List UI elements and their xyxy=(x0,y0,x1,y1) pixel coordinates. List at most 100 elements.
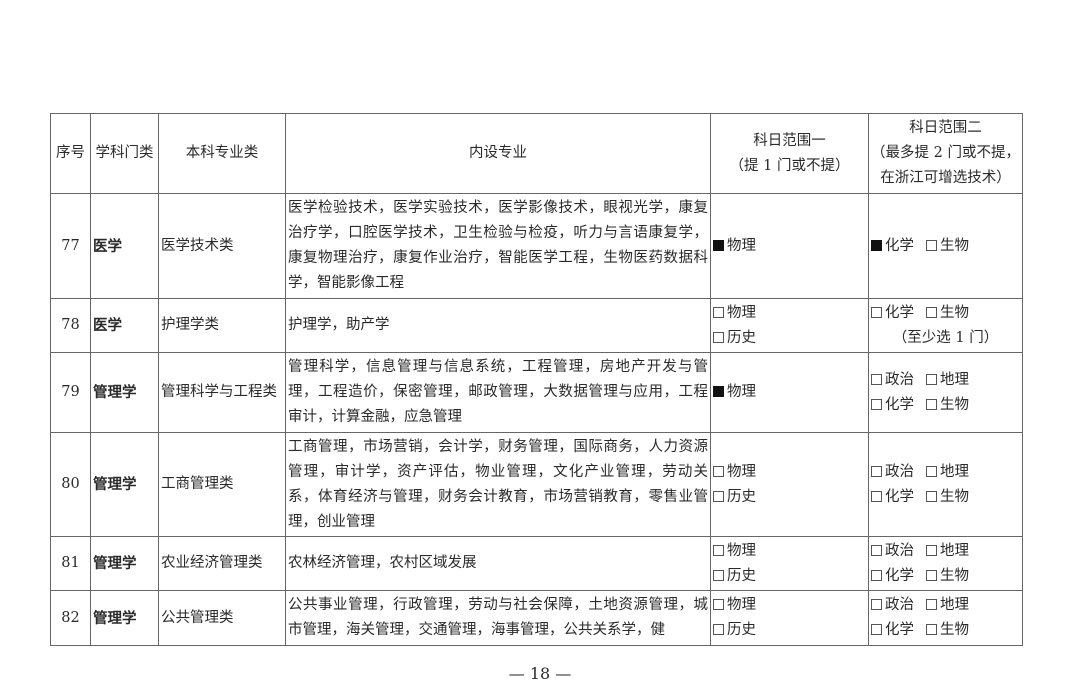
subject-option: 地理 xyxy=(926,543,969,559)
subject-option: 政治 xyxy=(871,543,914,559)
discipline: 管理学 xyxy=(90,352,159,433)
header-range2: 科日范围二 （最多提 2 门或不提， 在浙江可增选技术） xyxy=(868,113,1023,194)
subject-label: 历史 xyxy=(727,329,756,346)
page-number: — 18 — xyxy=(508,664,572,683)
major-category: 管理科学与工程类 xyxy=(158,352,286,433)
subject-option: 化学 xyxy=(871,568,914,584)
unchecked-box-icon xyxy=(871,490,882,502)
subject-label: 历史 xyxy=(727,567,756,584)
unchecked-box-icon xyxy=(926,569,937,581)
subject-option: 生物 xyxy=(926,397,969,413)
row-number: 81 xyxy=(50,536,91,591)
discipline: 医学 xyxy=(90,298,159,353)
unchecked-box-icon xyxy=(926,373,937,385)
header-majors: 内设专业 xyxy=(285,113,711,194)
majors-list: 管理科学，信息管理与信息系统，工程管理，房地产开发与管理，工程造价，保密管理，邮… xyxy=(285,352,711,433)
table-row: 77 医学 医学技术类 医学检验技术，医学实验技术，医学影像技术，眼视光学，康复治疗学… xyxy=(50,193,1023,299)
subject-label: 化学 xyxy=(885,567,914,584)
subject-range1: 物理 历史 xyxy=(710,432,869,537)
subject-range1: 物理 xyxy=(710,193,869,299)
checkbox-line: 政治 地理 xyxy=(871,593,1020,618)
checkbox-line: 化学 生物 xyxy=(871,393,1020,418)
header-range1: 科日范围一 （提 1 门或不提） xyxy=(710,113,869,194)
table-row: 80 管理学 工商管理类 工商管理，市场营销，会计学，财务管理，国际商务，人力资源管理… xyxy=(50,432,1023,537)
majors-list: 医学检验技术，医学实验技术，医学影像技术，眼视光学，康复治疗学，口腔医学技术，卫… xyxy=(285,193,711,299)
discipline: 管理学 xyxy=(90,432,159,537)
header-range1-title: 科日范围一 xyxy=(753,132,826,149)
subject-option: 化学 xyxy=(871,238,914,254)
subject-label: 物理 xyxy=(727,304,756,321)
subject-label: 物理 xyxy=(727,597,756,613)
row-number: 79 xyxy=(50,352,91,433)
discipline: 管理学 xyxy=(90,590,159,646)
major-category: 公共管理类 xyxy=(158,590,286,646)
majors-list: 公共事业管理，行政管理，劳动与社会保障，土地资源管理，城市管理，海关管理，交通管… xyxy=(285,590,711,646)
checkbox-line: 物理 xyxy=(713,593,866,618)
subject-label: 政治 xyxy=(885,597,914,613)
unchecked-box-icon xyxy=(871,569,882,581)
range2-note: （至少选 1 门） xyxy=(892,329,999,346)
table-row: 82 管理学 公共管理类 公共事业管理，行政管理，劳动与社会保障，土地资源管理，城市管… xyxy=(50,590,1023,646)
subject-range2: 政治 地理 化学 生物 xyxy=(868,352,1023,433)
unchecked-box-icon xyxy=(926,398,937,410)
checkbox-line: 历史 xyxy=(713,485,866,510)
subject-option: 历史 xyxy=(713,489,756,505)
subject-option: 化学 xyxy=(871,305,914,321)
subject-label: 化学 xyxy=(885,488,914,505)
subject-range1: 物理 历史 xyxy=(710,590,869,646)
majors-list: 工商管理，市场营销，会计学，财务管理，国际商务，人力资源管理，审计学，资产评估，… xyxy=(285,432,711,537)
subject-range2: 化学 生物 xyxy=(868,193,1023,299)
header-range2-note: （最多提 2 门或不提， xyxy=(871,145,1020,161)
subject-label: 生物 xyxy=(940,567,969,584)
subject-option: 生物 xyxy=(926,622,969,638)
subject-range1: 物理 xyxy=(710,352,869,433)
checkbox-line: 物理 xyxy=(713,380,866,405)
row-number: 78 xyxy=(50,298,91,353)
unchecked-box-icon xyxy=(926,239,937,251)
subject-label: 历史 xyxy=(727,622,756,638)
subject-label: 化学 xyxy=(885,237,914,254)
subject-label: 物理 xyxy=(727,384,756,400)
subject-option: 物理 xyxy=(713,238,756,254)
unchecked-box-icon xyxy=(871,306,882,318)
subject-option: 历史 xyxy=(713,330,756,346)
table-header-row: 序号 学科门类 本科专业类 内设专业 科日范围一 （提 1 门或不提） 科日范围… xyxy=(50,113,1023,194)
header-range2-note2: 在浙江可增选技术） xyxy=(880,170,1011,186)
subject-range2: 政治 地理 化学 生物 xyxy=(868,590,1023,646)
checked-box-icon xyxy=(871,239,882,251)
subject-option: 政治 xyxy=(871,597,914,613)
majors-list: 护理学，助产学 xyxy=(285,298,711,353)
subject-range2: 化学 生物 （至少选 1 门） xyxy=(868,298,1023,353)
unchecked-box-icon xyxy=(713,624,724,635)
subject-option: 地理 xyxy=(926,372,969,388)
subject-requirements-table: 序号 学科门类 本科专业类 内设专业 科日范围一 （提 1 门或不提） 科日范围… xyxy=(50,113,1023,646)
checkbox-line: 政治 地理 xyxy=(871,368,1020,393)
checkbox-line: 化学 生物 xyxy=(871,485,1020,510)
unchecked-box-icon xyxy=(871,373,882,385)
subject-range2: 政治 地理化学 生物 xyxy=(868,432,1023,537)
subject-label: 生物 xyxy=(940,396,969,413)
checked-box-icon xyxy=(713,386,724,397)
subject-option: 化学 xyxy=(871,397,914,413)
subject-label: 历史 xyxy=(727,488,756,505)
checkbox-line: 政治 地理 xyxy=(871,460,1020,485)
subject-label: 化学 xyxy=(885,304,914,321)
subject-label: 生物 xyxy=(940,237,969,254)
unchecked-box-icon xyxy=(871,624,882,635)
unchecked-box-icon xyxy=(871,544,882,556)
checked-box-icon xyxy=(713,239,724,251)
subject-option: 生物 xyxy=(926,489,969,505)
checkbox-line: 化学 生物 xyxy=(871,564,1020,589)
subject-label: 政治 xyxy=(885,371,914,388)
subject-label: 物理 xyxy=(727,237,756,254)
unchecked-box-icon xyxy=(713,306,724,318)
header-category: 本科专业类 xyxy=(158,113,286,194)
checkbox-line: 物理 xyxy=(713,301,866,326)
unchecked-box-icon xyxy=(713,569,724,581)
subject-label: 物理 xyxy=(727,542,756,559)
subject-label: 生物 xyxy=(940,488,969,505)
subject-label: 政治 xyxy=(885,463,914,480)
checkbox-line: 历史 xyxy=(713,326,866,351)
unchecked-box-icon xyxy=(926,306,937,318)
row-number: 82 xyxy=(50,590,91,646)
